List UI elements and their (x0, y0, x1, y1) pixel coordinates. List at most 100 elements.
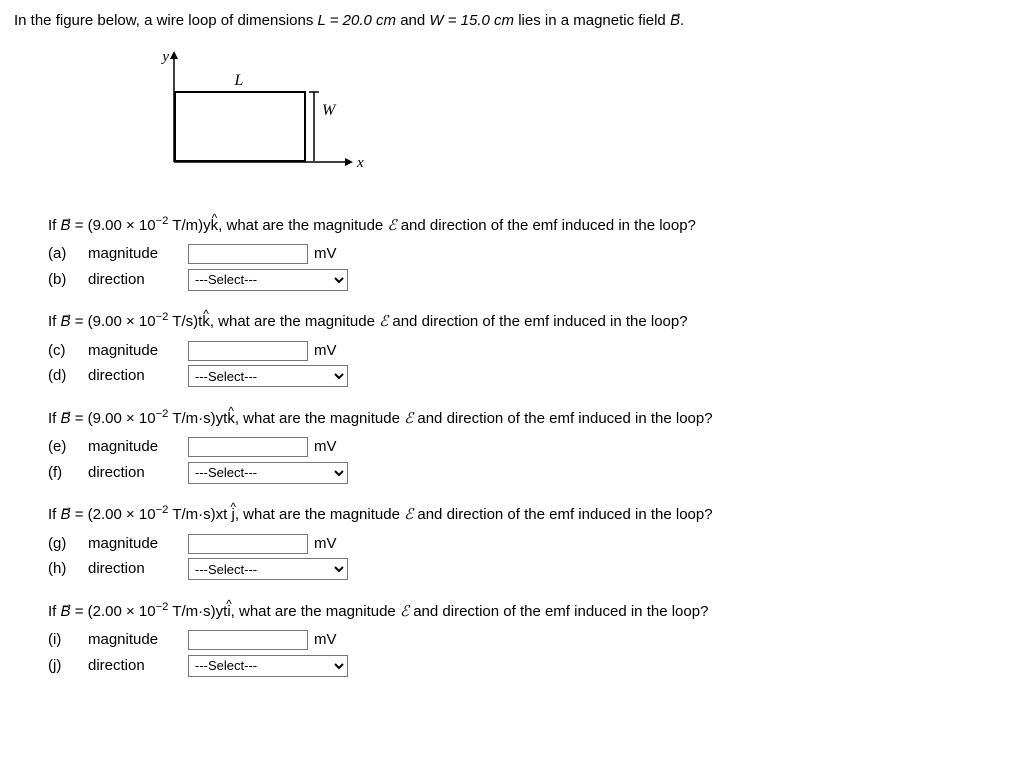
figure: y x L W (14, 41, 1010, 197)
part-text: direction (88, 462, 188, 485)
question-line: If →B = (9.00 × 10−2 T/m·s)yt^k, what ar… (48, 406, 1010, 431)
part-text: magnitude (88, 340, 188, 363)
direction-select[interactable]: ---Select--- (188, 269, 348, 291)
answer-row: (h)direction---Select--- (48, 558, 1010, 581)
magnitude-input[interactable] (188, 534, 308, 554)
answer-row: (b)direction---Select--- (48, 269, 1010, 292)
direction-select[interactable]: ---Select--- (188, 558, 348, 580)
intro-W: W = 15.0 cm (429, 12, 514, 29)
part-label: (f) (48, 462, 88, 485)
coeff: (9.00 × 10 (88, 217, 156, 234)
question-block: If →B = (2.00 × 10−2 T/m·s)yt^i, what ar… (48, 599, 1010, 678)
svg-text:y: y (160, 49, 169, 65)
unit-label: mV (314, 436, 337, 459)
coeff: (9.00 × 10 (88, 313, 156, 330)
unit-vector: ^j (231, 504, 234, 527)
B-vector: →B (61, 504, 71, 527)
exponent: −2 (156, 311, 169, 323)
loop-diagram: y x L W (154, 47, 374, 187)
direction-select[interactable]: ---Select--- (188, 365, 348, 387)
magnitude-input[interactable] (188, 630, 308, 650)
intro-prefix: In the figure below, a wire loop of dime… (14, 12, 318, 29)
question-line: If →B = (9.00 × 10−2 T/s)t^k, what are t… (48, 309, 1010, 334)
part-label: (j) (48, 655, 88, 678)
magnitude-input[interactable] (188, 244, 308, 264)
unit-vector: ^k (202, 311, 210, 334)
unit-vector: ^k (227, 408, 235, 431)
emf-symbol: ℰ (387, 218, 396, 234)
answer-row: (g)magnitudemV (48, 533, 1010, 556)
intro-B-vector: →B (670, 10, 680, 33)
part-text: direction (88, 655, 188, 678)
answer-row: (a)magnitude mV (48, 243, 1010, 266)
part-text: magnitude (88, 533, 188, 556)
exponent: −2 (156, 504, 169, 516)
q-tail: , what are the magnitude (235, 410, 404, 427)
svg-text:x: x (356, 155, 364, 171)
intro-L: L = 20.0 cm (318, 12, 397, 29)
emf-symbol: ℰ (400, 604, 409, 620)
q-tail2: and direction of the emf induced in the … (397, 217, 696, 234)
part-text: magnitude (88, 243, 188, 266)
unit-label: mV (314, 533, 337, 556)
q-tail2: and direction of the emf induced in the … (409, 603, 708, 620)
B-vector: →B (61, 311, 71, 334)
question-block: If →B = (9.00 × 10−2 T/m·s)yt^k, what ar… (48, 406, 1010, 485)
B-vector: →B (61, 215, 71, 238)
B-vector: →B (61, 601, 71, 624)
units-vars: T/m·s)yt (168, 603, 227, 620)
unit-label: mV (314, 340, 337, 363)
direction-select[interactable]: ---Select--- (188, 462, 348, 484)
part-label: (a) (48, 243, 88, 266)
magnitude-input[interactable] (188, 437, 308, 457)
svg-text:L: L (234, 72, 244, 89)
q-tail2: and direction of the emf induced in the … (388, 313, 687, 330)
unit-vector: ^i (227, 601, 230, 624)
part-label: (d) (48, 365, 88, 388)
question-block: If →B = (9.00 × 10−2 T/s)t^k, what are t… (48, 309, 1010, 388)
q-tail2: and direction of the emf induced in the … (413, 410, 712, 427)
magnitude-input[interactable] (188, 341, 308, 361)
part-text: direction (88, 558, 188, 581)
question-block: If →B = (2.00 × 10−2 T/m·s)xt ^j, what a… (48, 502, 1010, 581)
units-vars: T/m·s)xt (168, 506, 231, 523)
part-text: magnitude (88, 436, 188, 459)
coeff: (2.00 × 10 (88, 603, 156, 620)
emf-symbol: ℰ (404, 411, 413, 427)
q-tail: , what are the magnitude (218, 217, 387, 234)
part-text: direction (88, 269, 188, 292)
coeff: (9.00 × 10 (88, 410, 156, 427)
exponent: −2 (156, 408, 169, 420)
emf-symbol: ℰ (379, 314, 388, 330)
exponent: −2 (156, 601, 169, 613)
part-label: (e) (48, 436, 88, 459)
answer-row: (c)magnitude mV (48, 340, 1010, 363)
units-vars: T/m)y (168, 217, 210, 234)
intro-suffix: lies in a magnetic field (514, 12, 670, 29)
units-vars: T/m·s)yt (168, 410, 227, 427)
part-label: (i) (48, 629, 88, 652)
unit-label: mV (314, 243, 337, 266)
B-vector: →B (61, 408, 71, 431)
coeff: (2.00 × 10 (88, 506, 156, 523)
q-tail: , what are the magnitude (235, 506, 404, 523)
part-text: magnitude (88, 629, 188, 652)
question-line: If →B = (9.00 × 10−2 T/m)y^k, what are t… (48, 213, 1010, 238)
intro-mid: and (396, 12, 429, 29)
question-block: If →B = (9.00 × 10−2 T/m)y^k, what are t… (48, 213, 1010, 292)
answer-row: (i)magnitude mV (48, 629, 1010, 652)
part-label: (h) (48, 558, 88, 581)
q-tail2: and direction of the emf induced in the … (413, 506, 712, 523)
q-tail: , what are the magnitude (210, 313, 379, 330)
answer-row: (e)magnitude mV (48, 436, 1010, 459)
part-label: (b) (48, 269, 88, 292)
unit-label: mV (314, 629, 337, 652)
answer-row: (j)direction---Select--- (48, 655, 1010, 678)
problem-intro: In the figure below, a wire loop of dime… (14, 10, 1010, 33)
direction-select[interactable]: ---Select--- (188, 655, 348, 677)
unit-vector: ^k (211, 215, 219, 238)
question-line: If →B = (2.00 × 10−2 T/m·s)xt ^j, what a… (48, 502, 1010, 527)
part-label: (c) (48, 340, 88, 363)
part-text: direction (88, 365, 188, 388)
exponent: −2 (156, 215, 169, 227)
